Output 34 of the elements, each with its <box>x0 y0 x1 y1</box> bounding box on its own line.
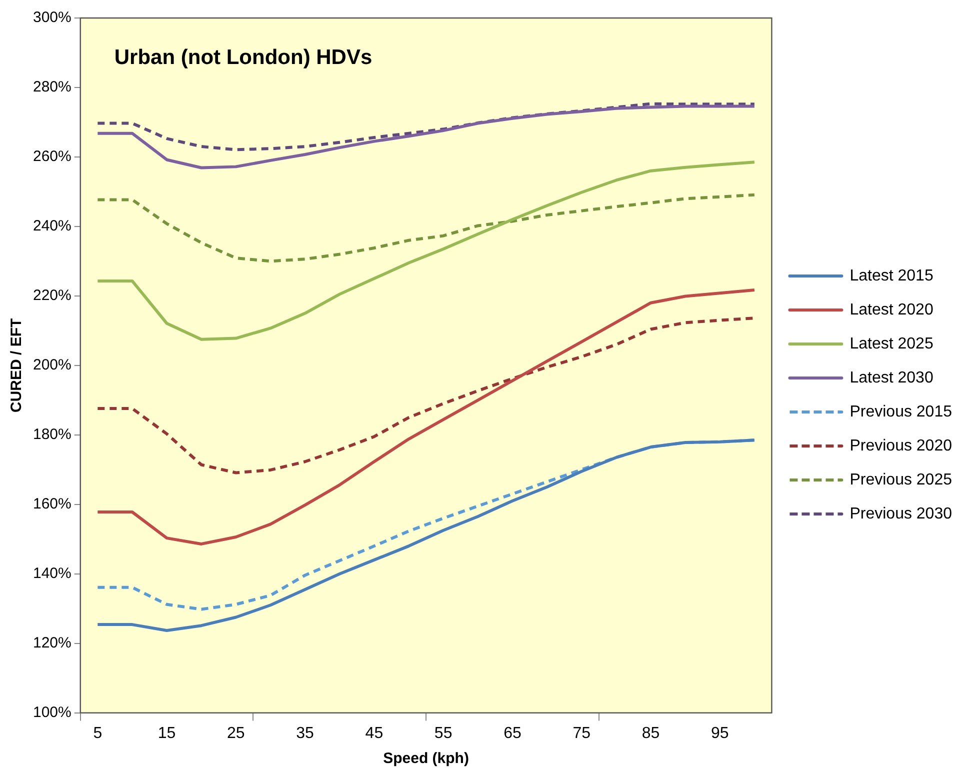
x-tick-label: 45 <box>365 724 384 742</box>
y-tick-label: 300% <box>32 9 72 26</box>
x-tick-label: 15 <box>158 724 176 742</box>
legend-label: Previous 2020 <box>850 437 952 454</box>
text: Urban (not London) HDVs <box>114 46 372 69</box>
legend-label: Previous 2025 <box>850 471 952 488</box>
legend-label: Latest 2030 <box>850 369 934 386</box>
x-tick-label: 95 <box>710 724 729 742</box>
x-tick-label: 25 <box>227 724 245 742</box>
y-tick-label: 280% <box>32 78 72 96</box>
x-axis-title: Speed (kph) <box>383 750 469 768</box>
line-series <box>96 193 756 263</box>
x-tick-label: 65 <box>504 724 522 742</box>
y-tick-label: 240% <box>32 218 72 235</box>
y-tick-label: 260% <box>32 148 72 166</box>
x-tick-label: 55 <box>434 724 452 742</box>
y-axis-title: CURED / EFT <box>8 318 26 412</box>
legend-label: Latest 2015 <box>850 267 934 284</box>
y-tick-label: 100% <box>32 704 72 721</box>
x-tick-label: 75 <box>572 724 591 742</box>
legend-label: Latest 2020 <box>850 301 934 318</box>
y-tick-label: 220% <box>32 287 72 304</box>
legend-label: Previous 2015 <box>850 403 952 420</box>
legend-label: Previous 2030 <box>850 505 952 522</box>
y-tick-label: 180% <box>32 426 72 444</box>
y-tick-label: 120% <box>32 634 72 652</box>
line-series <box>96 102 756 152</box>
x-tick-label: 5 <box>93 724 102 742</box>
y-tick-label: 160% <box>32 496 72 512</box>
x-tick-label: 85 <box>642 724 660 742</box>
y-tick-label: 200% <box>32 356 72 374</box>
y-tick-label: 140% <box>32 564 72 582</box>
x-tick-label: 35 <box>296 724 314 742</box>
legend-label: Latest 2025 <box>850 335 934 352</box>
